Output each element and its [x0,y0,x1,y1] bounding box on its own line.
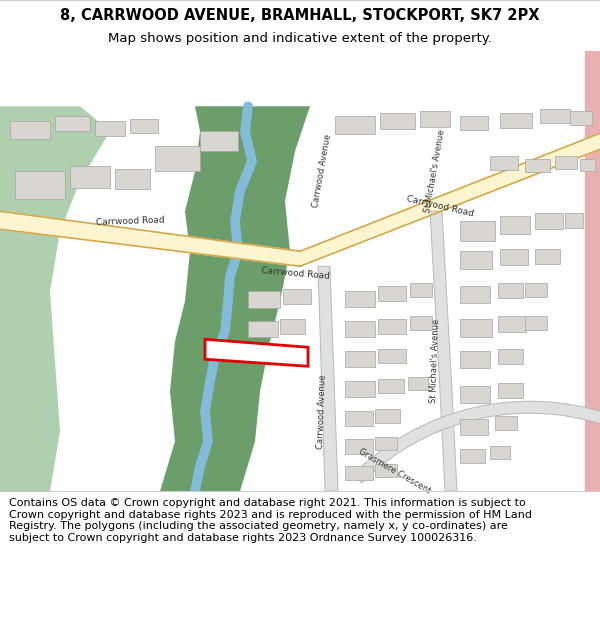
Text: Carrwood Road: Carrwood Road [95,216,164,227]
Bar [345,466,373,480]
Bar [580,159,595,171]
Bar [525,283,547,298]
Bar [408,378,428,390]
Bar [570,111,592,125]
Bar [378,349,406,363]
Bar [375,464,397,478]
Polygon shape [0,106,110,491]
Bar [500,113,532,128]
Bar [460,386,490,403]
Bar [378,319,406,334]
Text: St Michael's Avenue: St Michael's Avenue [423,129,447,214]
Bar [335,116,375,134]
Bar [498,283,523,298]
Bar [525,159,550,172]
Bar [345,321,375,338]
Bar [500,216,530,234]
Bar [460,116,488,130]
Polygon shape [160,106,310,491]
Polygon shape [585,51,600,491]
Polygon shape [205,339,308,366]
Bar [460,449,485,463]
Bar [535,249,560,264]
Bar [525,316,547,330]
Bar [378,286,406,301]
Bar [555,156,577,169]
Text: Carrwood Avenue: Carrwood Avenue [316,374,328,449]
Bar [248,321,278,338]
Bar [535,213,563,229]
Bar [495,416,517,430]
Bar [565,213,583,228]
Bar [375,409,400,423]
Bar [460,419,488,435]
Bar [460,286,490,303]
Bar [420,111,450,128]
Bar [490,156,518,170]
Bar [248,291,280,308]
Bar [70,166,110,188]
Bar [460,319,492,338]
Bar [155,146,200,171]
Text: Carrwood Road: Carrwood Road [406,194,475,218]
Bar [380,113,415,129]
Bar [375,438,397,450]
Polygon shape [0,211,300,266]
Bar [345,411,373,426]
Bar [378,379,404,393]
Text: Grasmere Crescent: Grasmere Crescent [358,447,433,496]
Polygon shape [430,211,457,491]
Bar [460,221,495,241]
Bar [490,446,510,459]
Bar [498,383,523,398]
Bar [540,109,570,123]
Polygon shape [300,133,600,266]
Bar [345,381,375,398]
Bar [15,171,65,199]
Text: Carrwood Avenue: Carrwood Avenue [311,134,333,209]
Text: Contains OS data © Crown copyright and database right 2021. This information is : Contains OS data © Crown copyright and d… [9,498,532,542]
Text: St Michael's Avenue: St Michael's Avenue [429,319,441,404]
Bar [498,349,523,364]
Polygon shape [318,266,338,491]
Bar [95,121,125,136]
Text: Carrwood Road: Carrwood Road [260,266,329,281]
Bar [460,251,492,269]
Bar [345,351,375,368]
Bar [55,116,90,131]
Text: Map shows position and indicative extent of the property.: Map shows position and indicative extent… [108,32,492,45]
Bar [460,351,490,368]
Polygon shape [353,401,600,498]
Bar [283,289,311,304]
Bar [500,249,528,265]
Bar [130,119,158,133]
Bar [200,131,238,151]
Bar [498,316,526,332]
Text: 8, CARRWOOD AVENUE, BRAMHALL, STOCKPORT, SK7 2PX: 8, CARRWOOD AVENUE, BRAMHALL, STOCKPORT,… [60,8,540,23]
Bar [345,291,375,308]
Bar [410,316,432,330]
Bar [10,121,50,139]
Bar [280,319,305,334]
Bar [115,169,150,189]
Bar [410,283,432,298]
Bar [345,439,373,454]
